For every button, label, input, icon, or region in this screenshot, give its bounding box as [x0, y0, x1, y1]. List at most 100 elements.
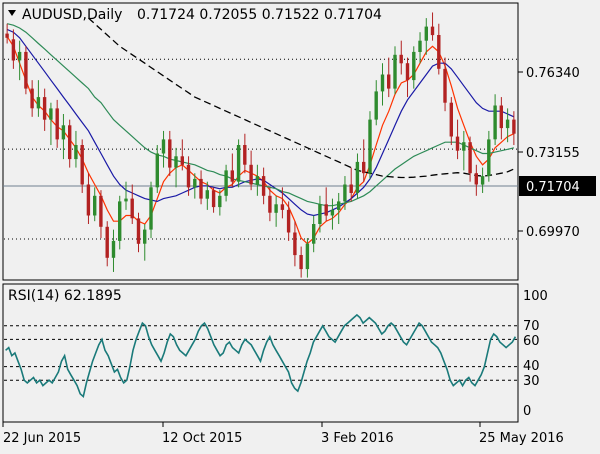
- candle-body: [362, 161, 366, 174]
- time-tick-label: 22 Jun 2015: [3, 431, 81, 446]
- candle-body: [5, 33, 9, 38]
- time-tick-label: 3 Feb 2016: [321, 431, 394, 446]
- candle-body: [130, 198, 134, 219]
- candle-body: [455, 136, 460, 151]
- rsi-axis: 100 70 60 40 30 0: [523, 289, 548, 419]
- candle-body: [312, 224, 316, 244]
- price-grid: [4, 58, 517, 240]
- ohlc-readout: 0.71724 0.72055 0.71522 0.71704: [137, 7, 382, 23]
- candle-body: [261, 176, 266, 196]
- candle-body: [211, 190, 216, 208]
- candle-body: [199, 178, 203, 199]
- candle-body: [49, 108, 53, 120]
- candle-body: [462, 142, 466, 151]
- rsi-label: RSI(14) 62.1895: [8, 288, 122, 304]
- candle-body: [42, 97, 47, 120]
- candle-body: [136, 218, 141, 244]
- rsi-tick-label: 100: [523, 289, 548, 304]
- candle-body: [24, 51, 28, 89]
- candle-body: [368, 119, 372, 174]
- candle-body: [205, 190, 209, 199]
- ma-mid-line: [6, 28, 515, 217]
- time-tick-label: 12 Oct 2015: [162, 431, 242, 446]
- moving-averages: [6, 17, 515, 245]
- candle-body: [255, 176, 260, 185]
- rsi-line: [5, 313, 517, 398]
- candles: [5, 12, 516, 278]
- candle-body: [161, 139, 166, 154]
- candle-body: [318, 204, 322, 224]
- candle-body: [74, 145, 78, 160]
- candle-body: [86, 184, 91, 216]
- current-price-tag: [519, 176, 596, 196]
- ma-slow-line: [6, 23, 515, 207]
- candle-body: [186, 164, 191, 188]
- candle-body: [174, 156, 178, 168]
- candle-body: [480, 176, 485, 185]
- candle-body: [68, 125, 72, 160]
- candle-body: [449, 102, 453, 137]
- candle-body: [61, 125, 66, 140]
- candle-body: [493, 105, 497, 140]
- price-axis: 0.76340 0.73155 0.69970: [518, 66, 580, 240]
- ma-fast-line: [6, 36, 515, 245]
- rsi-tick-label: 0: [523, 404, 531, 419]
- candle-body: [111, 240, 116, 258]
- candle-body: [143, 229, 147, 244]
- candle-body: [337, 201, 341, 210]
- candle-body: [424, 26, 428, 41]
- rsi-tick-label: 60: [523, 334, 540, 349]
- rsi-tick-label: 70: [523, 319, 540, 334]
- candle-body: [305, 243, 310, 270]
- candle-body: [105, 226, 109, 258]
- candle-body: [168, 139, 172, 168]
- candle-body: [249, 164, 253, 185]
- time-tick-label: 25 May 2016: [479, 431, 564, 446]
- candle-body: [99, 195, 103, 227]
- candle-body: [80, 145, 84, 185]
- symbol-label: AUDUSD,Daily: [22, 7, 122, 23]
- candle-body: [299, 255, 303, 270]
- rsi-panel: [2, 283, 519, 423]
- candle-body: [30, 88, 34, 109]
- candle-body: [193, 178, 197, 188]
- candle-body: [505, 119, 510, 129]
- triangle-down-icon[interactable]: [8, 10, 16, 16]
- candle-body: [230, 170, 234, 182]
- candle-body: [399, 54, 403, 64]
- candle-body: [437, 35, 441, 69]
- candle-body: [499, 105, 503, 129]
- candle-body: [330, 209, 335, 216]
- candle-body: [149, 187, 153, 230]
- candle-body: [93, 195, 97, 216]
- candle-body: [343, 184, 347, 202]
- candle-body: [55, 108, 59, 140]
- candle-body: [430, 26, 435, 36]
- candle-body: [224, 170, 228, 196]
- candle-body: [17, 51, 22, 61]
- rsi-tick-label: 30: [523, 374, 540, 389]
- candle-body: [443, 68, 447, 103]
- candle-body: [468, 142, 472, 174]
- price-tick-label: 0.69970: [526, 225, 580, 240]
- candle-body: [11, 39, 16, 61]
- candle-body: [155, 153, 159, 188]
- candle-body: [118, 201, 122, 241]
- candle-body: [324, 204, 328, 216]
- candle-body: [418, 40, 422, 52]
- candle-body: [405, 63, 410, 81]
- candle-body: [474, 173, 478, 185]
- candle-body: [280, 204, 285, 210]
- candle-body: [293, 232, 297, 256]
- rsi-levels: [4, 325, 517, 381]
- candle-body: [243, 145, 247, 165]
- time-axis: 22 Jun 2015 12 Oct 2015 3 Feb 2016 25 Ma…: [2, 422, 564, 446]
- candle-body: [387, 74, 391, 89]
- candle-body: [286, 209, 291, 233]
- candle-body: [487, 139, 491, 177]
- price-tick-label: 0.76340: [526, 66, 580, 81]
- candle-body: [374, 91, 378, 120]
- candle-body: [380, 74, 385, 92]
